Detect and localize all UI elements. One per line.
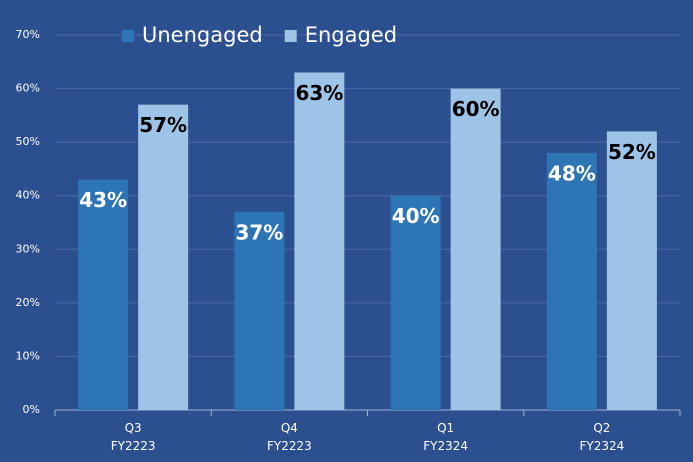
x-tick-label-line: FY2324 (423, 439, 468, 453)
data-label: 40% (392, 204, 440, 228)
legend-swatch (284, 30, 297, 42)
data-label: 48% (548, 161, 596, 185)
x-tick-label: Q1 FY2324 (423, 421, 468, 453)
data-label: 43% (79, 188, 127, 212)
bar (546, 152, 597, 410)
data-label: 63% (295, 81, 343, 105)
data-label: 57% (139, 113, 187, 137)
legend-swatch (122, 30, 134, 42)
bar (450, 88, 501, 411)
y-tick-label: 40% (16, 189, 40, 202)
bar (138, 104, 189, 411)
x-tick-label-line: FY2324 (579, 439, 624, 453)
y-tick-label: 20% (16, 296, 40, 309)
x-tick-label: Q2 FY2324 (579, 421, 624, 453)
x-tick-label-line: Q3 (125, 421, 142, 435)
data-label: 60% (452, 97, 500, 121)
data-label: 37% (235, 220, 283, 244)
data-label: 52% (608, 140, 656, 164)
y-tick-label: 50% (16, 135, 40, 148)
y-tick-label: 70% (16, 28, 40, 41)
x-tick-label-line: FY2223 (111, 439, 156, 453)
x-tick-label-line: Q4 (281, 421, 298, 435)
y-tick-label: 10% (16, 349, 40, 362)
legend-label: Engaged (305, 23, 397, 47)
x-tick-label-line: FY2223 (267, 439, 312, 453)
y-tick-label: 30% (16, 242, 40, 255)
x-tick-label-line: Q2 (593, 421, 610, 435)
legend-label: Unengaged (142, 23, 263, 47)
x-tick-label: Q4 FY2223 (267, 421, 312, 453)
y-tick-label: 0% (23, 403, 40, 416)
bar (606, 131, 657, 410)
y-tick-label: 60% (16, 82, 40, 95)
x-tick-label-line: Q1 (437, 421, 454, 435)
x-tick-label: Q3 FY2223 (111, 421, 156, 453)
bar (390, 195, 441, 410)
bar (78, 179, 129, 410)
bar (294, 72, 345, 410)
bar (234, 211, 285, 410)
